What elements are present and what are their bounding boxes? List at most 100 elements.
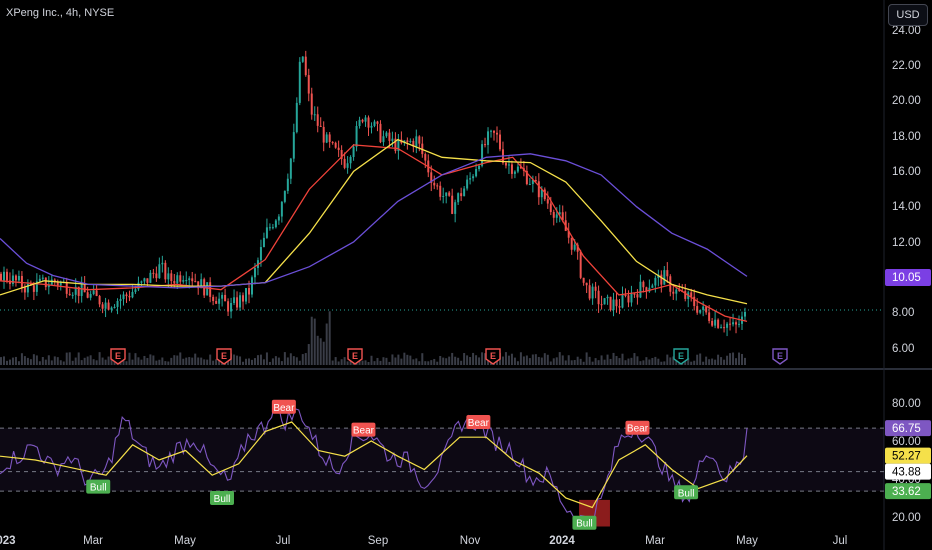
volume-bar bbox=[50, 360, 53, 365]
candle-body bbox=[699, 309, 702, 313]
volume-bar bbox=[585, 352, 588, 365]
bear-signal bbox=[466, 415, 491, 429]
volume-bar bbox=[406, 354, 409, 365]
volume-bar bbox=[543, 353, 546, 365]
candle-body bbox=[493, 130, 496, 133]
candle-body bbox=[460, 193, 463, 197]
rsi-tick-label: 80.00 bbox=[892, 398, 921, 410]
candle-body bbox=[364, 117, 367, 122]
volume-bar bbox=[131, 359, 134, 365]
candle-body bbox=[454, 202, 457, 214]
bear-signal bbox=[271, 399, 296, 414]
volume-bar bbox=[41, 357, 44, 365]
volume-bar bbox=[182, 358, 185, 365]
candle-body bbox=[409, 140, 412, 143]
candle-body bbox=[182, 280, 185, 282]
volume-bar bbox=[624, 360, 627, 365]
candle-body bbox=[693, 296, 696, 307]
candle-body bbox=[143, 278, 146, 282]
volume-bar bbox=[26, 357, 29, 365]
candle-body bbox=[283, 190, 286, 202]
candle-body bbox=[89, 294, 92, 298]
volume-bar bbox=[481, 352, 484, 365]
volume-bar bbox=[158, 359, 161, 365]
candle-body bbox=[675, 289, 678, 294]
candle-body bbox=[585, 282, 588, 286]
volume-bar bbox=[457, 357, 460, 365]
candle-body bbox=[743, 311, 746, 317]
candle-body bbox=[528, 183, 531, 185]
candle-body bbox=[307, 75, 310, 94]
volume-bar bbox=[597, 360, 600, 365]
candle-body bbox=[11, 275, 14, 284]
volume-bar bbox=[696, 354, 699, 365]
volume-bar bbox=[448, 356, 451, 365]
candle-body bbox=[35, 281, 38, 292]
rsi-value-badge bbox=[885, 483, 931, 500]
volume-bar bbox=[615, 356, 618, 365]
candle-body bbox=[636, 294, 639, 298]
volume-bar bbox=[606, 354, 609, 365]
candle-body bbox=[516, 166, 519, 172]
volume-bar bbox=[245, 358, 248, 365]
volume-bar bbox=[74, 357, 77, 365]
volume-bar bbox=[212, 360, 215, 365]
volume-bar bbox=[265, 352, 268, 365]
bear-signal-label: Bear bbox=[627, 424, 649, 435]
candle-body bbox=[328, 134, 331, 142]
currency-button[interactable]: USD bbox=[888, 4, 928, 26]
volume-bar bbox=[582, 361, 585, 365]
candle-body bbox=[101, 304, 104, 309]
volume-bar bbox=[289, 353, 292, 365]
current-price-badge bbox=[885, 269, 931, 286]
volume-bar bbox=[98, 352, 101, 365]
candle-body bbox=[531, 179, 534, 184]
volume-bar bbox=[573, 359, 576, 365]
candle-body bbox=[20, 275, 23, 288]
volume-bar bbox=[134, 353, 137, 365]
candle-body bbox=[104, 302, 107, 309]
candle-body bbox=[295, 102, 298, 133]
volume-bar bbox=[215, 359, 218, 365]
volume-bar bbox=[47, 355, 50, 365]
volume-bar bbox=[463, 353, 466, 365]
candle-body bbox=[322, 126, 325, 143]
volume-bar bbox=[487, 357, 490, 365]
candle-body bbox=[188, 278, 191, 281]
candle-body bbox=[110, 307, 113, 310]
rsi-value-badge bbox=[885, 447, 931, 464]
candle-body bbox=[161, 262, 164, 265]
candle-body bbox=[415, 136, 418, 147]
volume-bar bbox=[654, 356, 657, 365]
candle-body bbox=[56, 281, 59, 286]
volume-bar bbox=[331, 360, 334, 365]
volume-bar bbox=[669, 357, 672, 365]
candle-body bbox=[334, 142, 337, 148]
volume-bar bbox=[35, 355, 38, 365]
candle-body bbox=[705, 306, 708, 313]
candle-body bbox=[442, 195, 445, 197]
candle-body bbox=[573, 244, 576, 250]
candle-body bbox=[337, 147, 340, 150]
volume-bar bbox=[200, 357, 203, 365]
candle-body bbox=[642, 281, 645, 288]
candle-body bbox=[735, 322, 738, 325]
volume-bar bbox=[176, 355, 179, 365]
volume-bar bbox=[65, 352, 68, 365]
candle-body bbox=[149, 272, 152, 283]
candle-body bbox=[504, 162, 507, 166]
volume-bar bbox=[478, 357, 481, 365]
rsi-tick-label: 20.00 bbox=[892, 512, 921, 524]
volume-bar bbox=[445, 358, 448, 365]
candle-body bbox=[131, 291, 134, 298]
volume-bar bbox=[687, 358, 690, 365]
volume-bar bbox=[690, 361, 693, 365]
bull-signal-label: Bull bbox=[678, 488, 695, 499]
candle-body bbox=[230, 303, 233, 312]
candle-body bbox=[140, 281, 143, 283]
volume-bar bbox=[146, 357, 149, 365]
volume-bar bbox=[510, 353, 513, 365]
candle-body bbox=[651, 285, 654, 288]
candle-body bbox=[418, 136, 421, 144]
candle-body bbox=[627, 295, 630, 303]
